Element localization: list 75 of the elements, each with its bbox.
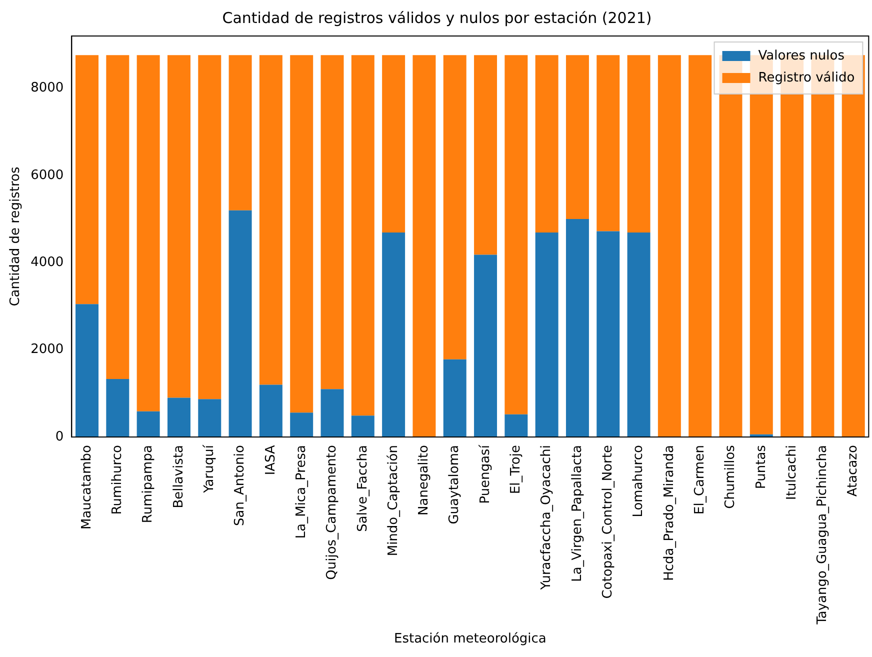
- bar: [290, 55, 314, 413]
- bar: [76, 304, 99, 438]
- x-tick-label: Cotopaxi_Control_Norte: [600, 445, 616, 599]
- x-tick-label: Yuracfaccha_Oyacachi: [539, 445, 554, 591]
- x-tick-label: El_Troje: [508, 445, 524, 494]
- x-tick-label: Itulcachi: [784, 445, 800, 500]
- legend-label: Valores nulos: [758, 48, 845, 64]
- bar: [443, 359, 466, 438]
- bar: [504, 55, 528, 414]
- bar: [290, 412, 314, 438]
- bar: [351, 416, 374, 438]
- bar: [198, 55, 222, 400]
- x-tick-label: IASA: [263, 444, 278, 476]
- bar: [259, 55, 282, 385]
- x-tick-label: Bellavista: [171, 445, 186, 508]
- x-tick-label: Yaruquí: [202, 444, 217, 494]
- x-tick-label: Mindo_Captación: [386, 445, 401, 556]
- bar: [76, 55, 99, 304]
- legend-label: Registro válido: [758, 70, 855, 86]
- bar: [627, 55, 650, 233]
- bar: [596, 231, 620, 438]
- bar: [382, 55, 406, 233]
- bar: [535, 55, 558, 233]
- bar: [320, 55, 344, 390]
- x-tick-label: Hcda_Prado_Miranda: [662, 445, 677, 581]
- bar: [504, 414, 528, 438]
- bar: [106, 379, 130, 438]
- bar: [596, 55, 620, 232]
- bar: [351, 55, 374, 416]
- bar: [136, 55, 160, 412]
- x-tick-label: Maucatambo: [79, 445, 94, 530]
- x-axis-title: Estación meteorológica: [394, 632, 546, 647]
- bar: [443, 55, 466, 360]
- bar: [167, 398, 190, 438]
- y-tick-label: 4000: [30, 255, 64, 270]
- bar: [474, 55, 498, 255]
- bar: [535, 232, 558, 438]
- bar: [259, 384, 282, 438]
- x-tick-label: Puengasí: [478, 444, 493, 504]
- bar: [474, 254, 498, 438]
- chart-title: Cantidad de registros válidos y nulos por estación (2021): [222, 8, 652, 27]
- bar: [412, 55, 436, 438]
- x-tick-label: Puntas: [754, 444, 769, 489]
- x-tick-label: Lomahurco: [631, 445, 646, 518]
- x-tick-label: Nanegalito: [416, 445, 432, 516]
- y-tick-label: 0: [55, 429, 64, 444]
- y-tick-label: 2000: [30, 342, 64, 358]
- bar: [228, 55, 252, 210]
- x-tick-label: Tayango_Guagua_Pichincha: [815, 445, 830, 626]
- y-tick-label: 6000: [30, 168, 64, 183]
- x-tick-label: Rumipampa: [140, 445, 156, 524]
- bar: [198, 399, 222, 438]
- x-tick-label: Salve_Faccha: [355, 445, 370, 532]
- bar: [136, 411, 160, 438]
- x-tick-label: Atacazo: [846, 445, 861, 497]
- x-tick-label: La_Mica_Presa: [294, 445, 309, 539]
- bar: [167, 55, 190, 398]
- bar: [320, 389, 344, 438]
- x-tick-label: Guaytaloma: [447, 445, 462, 524]
- x-tick-label: Chumillos: [723, 444, 738, 509]
- bar: [228, 210, 252, 438]
- x-tick-label: El_Carmen: [692, 445, 708, 514]
- bar: [688, 55, 712, 438]
- bar: [106, 55, 130, 380]
- x-tick-label: Rumihurco: [110, 445, 126, 515]
- bar: [382, 232, 406, 438]
- x-tick-label: San_Antonio: [232, 445, 248, 526]
- y-axis-title: Cantidad de registros: [8, 166, 24, 306]
- x-tick-label: Quijos_Campamento: [324, 445, 340, 580]
- x-tick-label: La_Virgen_Papallacta: [570, 445, 585, 582]
- bar: [566, 219, 589, 438]
- bar: [627, 232, 650, 438]
- bar: [658, 55, 681, 438]
- bar: [566, 55, 589, 220]
- y-tick-label: 8000: [30, 80, 64, 96]
